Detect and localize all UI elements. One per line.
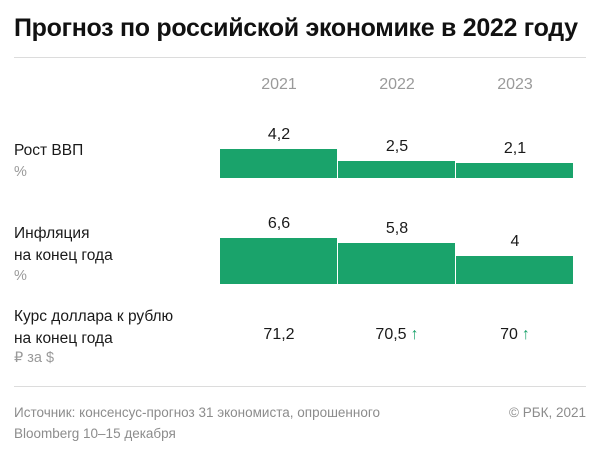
rate-label-line-2: на конец года bbox=[14, 330, 113, 347]
inflation-label: Инфляция на конец года bbox=[14, 223, 113, 267]
chart-title: Прогноз по российской экономике в 2022 г… bbox=[14, 14, 578, 42]
year-2021: 2021 bbox=[261, 76, 297, 93]
source-line-2: Bloomberg 10–15 декабря bbox=[14, 426, 176, 441]
source-line-1: Источник: консенсус-прогноз 31 экономист… bbox=[14, 405, 380, 420]
gdp-value-2022: 2,5 bbox=[385, 137, 409, 155]
gdp-bar-2023 bbox=[456, 163, 573, 178]
gdp-unit: % bbox=[14, 164, 27, 180]
credit: © РБК, 2021 bbox=[509, 405, 586, 420]
rate-unit: ₽ за $ bbox=[14, 350, 55, 366]
year-2022: 2022 bbox=[379, 76, 415, 93]
rate-value-text: 70,5 bbox=[375, 326, 407, 343]
inflation-value-2022: 5,8 bbox=[385, 220, 409, 238]
gdp-label: Рост ВВП bbox=[14, 140, 83, 162]
rate-value-text: 71,2 bbox=[263, 326, 295, 343]
rate-value-text: 70 bbox=[500, 326, 518, 343]
rate-label-line-1: Курс доллара к рублю bbox=[14, 308, 174, 325]
rate-value-2022: 70,5 ↑ bbox=[338, 326, 456, 344]
inflation-value-2023: 4 bbox=[510, 233, 520, 250]
inflation-bar-2022 bbox=[338, 243, 455, 284]
top-divider bbox=[14, 57, 586, 58]
bottom-divider bbox=[14, 386, 586, 387]
gdp-bar-2022 bbox=[338, 160, 455, 178]
gdp-label-line: Рост ВВП bbox=[14, 142, 84, 159]
rate-value-2021: 71,2 bbox=[220, 326, 338, 344]
source-note: Источник: консенсус-прогноз 31 экономист… bbox=[14, 402, 380, 444]
inflation-bar-2023 bbox=[456, 256, 573, 284]
arrow-up-icon: ↑ bbox=[521, 326, 530, 343]
gdp-value-2023: 2,1 bbox=[503, 140, 527, 158]
gdp-value-2021: 4,2 bbox=[267, 125, 291, 143]
rate-value-2023: 70 ↑ bbox=[456, 326, 574, 344]
inflation-label-line-1: Инфляция bbox=[14, 225, 90, 242]
inflation-value-2021: 6,6 bbox=[267, 214, 291, 232]
arrow-up-icon: ↑ bbox=[410, 326, 419, 343]
rate-label: Курс доллара к рублю на конец года bbox=[14, 306, 173, 350]
gdp-bar-2021 bbox=[220, 148, 337, 178]
inflation-label-line-2: на конец года bbox=[14, 247, 113, 264]
inflation-bar-2021 bbox=[220, 237, 337, 284]
year-2023: 2023 bbox=[497, 76, 533, 93]
inflation-unit: % bbox=[14, 268, 27, 284]
